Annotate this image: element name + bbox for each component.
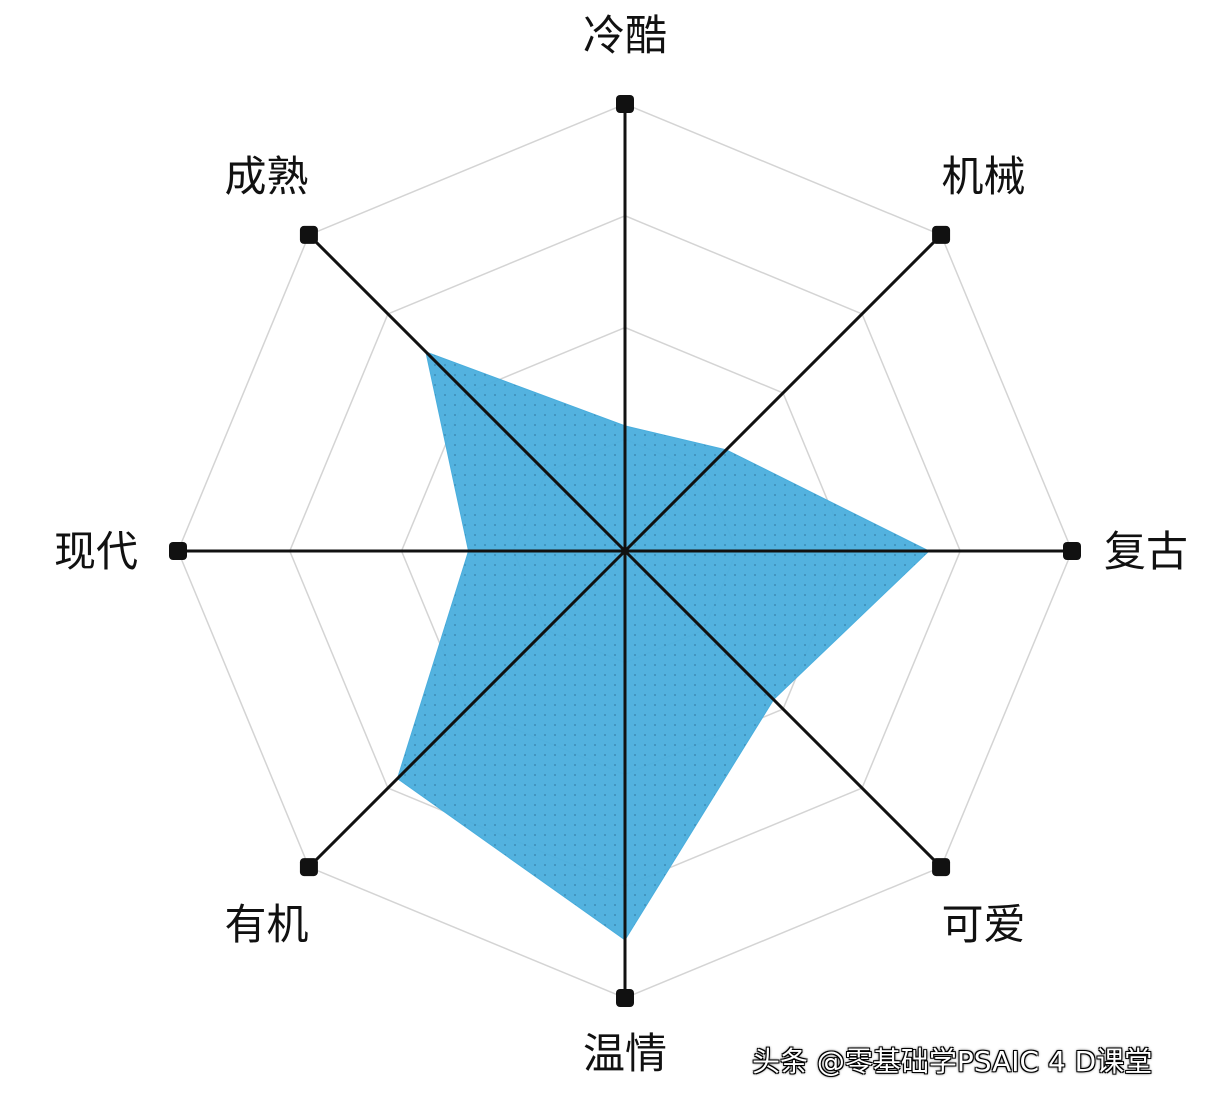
center-point — [621, 547, 629, 555]
axis-line-1 — [623, 233, 943, 553]
axis-end-marker-0 — [616, 95, 634, 113]
axis-label-0: 冷酷 — [583, 11, 667, 60]
axis-label-6: 现代 — [54, 527, 138, 576]
axis-end-marker-6 — [169, 542, 187, 560]
data-area-texture — [397, 351, 929, 940]
axis-label-3: 可爱 — [941, 900, 1025, 949]
axis-label-4: 温情 — [583, 1029, 667, 1078]
axis-line-5 — [307, 549, 627, 869]
axis-label-7: 成熟 — [224, 152, 308, 201]
axis-label-1: 机械 — [941, 152, 1025, 201]
radar-axes — [169, 95, 1081, 1007]
axis-end-marker-5 — [299, 858, 318, 877]
axis-end-marker-3 — [932, 858, 951, 877]
axis-line-3 — [623, 549, 943, 869]
axis-label-2: 复古 — [1104, 527, 1188, 576]
axis-end-marker-2 — [1063, 542, 1081, 560]
axis-end-marker-1 — [932, 225, 951, 244]
watermark-text: 头条 @零基础学PSAIC 4 D课堂 — [752, 1045, 1153, 1078]
axis-line-7 — [307, 233, 627, 553]
axis-end-marker-7 — [299, 225, 318, 244]
radar-area-group — [396, 351, 930, 941]
axis-end-marker-4 — [616, 989, 634, 1007]
axis-label-5: 有机 — [224, 900, 308, 949]
